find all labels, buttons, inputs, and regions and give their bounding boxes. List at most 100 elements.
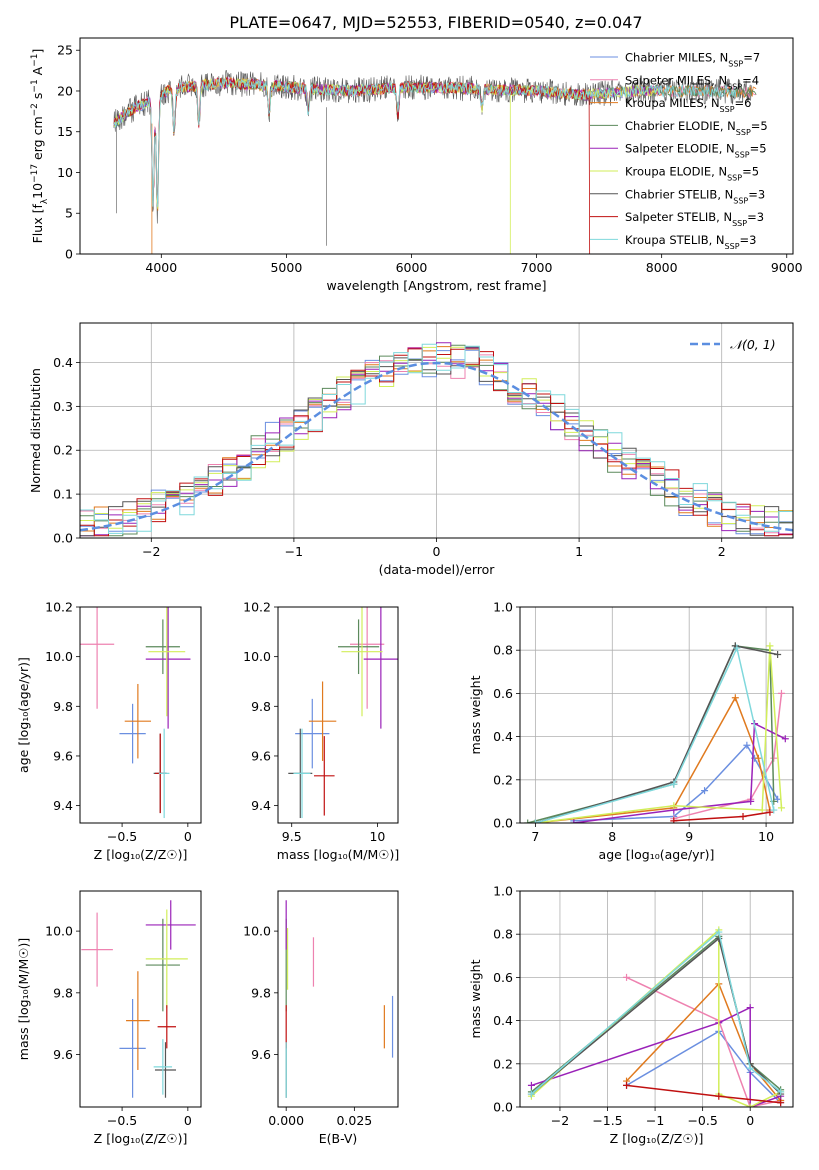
y-tick-label: 10.2 — [45, 600, 73, 615]
legend-sub: SSP — [727, 82, 742, 91]
legend-series-name: Salpeter MILES, N — [625, 73, 727, 87]
x-tick-label: −1.5 — [592, 1113, 622, 1128]
x-tick-label: 10 — [369, 829, 385, 844]
weight_vs_Z-panel: −2 −1.5 −1 −0.5 0 0.0 0.2 0.4 0.6 0.8 1.0 Z [log₁₀(… — [468, 884, 794, 1146]
weight-point-marker — [746, 1064, 754, 1072]
weight-series-line — [625, 982, 782, 1101]
normal-reference-curve — [79, 361, 794, 532]
y-tick-label: 0.1 — [53, 487, 73, 502]
y-tick-label: 9.4 — [251, 798, 271, 813]
weight-series-line — [626, 1084, 781, 1104]
legend-sub: SSP — [732, 219, 747, 228]
y-tick-label: 9.6 — [251, 748, 271, 763]
weight-point-marker — [774, 651, 782, 659]
plot-frame — [79, 890, 202, 1108]
legend-sub: SSP — [725, 241, 740, 250]
plot-frame — [277, 606, 399, 824]
x-tick-label: 8000 — [646, 260, 678, 275]
spectrum-line — [113, 76, 660, 254]
y-tick-label: 10.0 — [243, 649, 271, 664]
weight-series-line — [535, 645, 778, 823]
legend-series-name: Chabrier STELIB, N — [625, 187, 733, 201]
x-axis-label: wavelength [Angstrom, rest frame] — [326, 278, 546, 293]
y-tick-label: 9.8 — [53, 985, 73, 1000]
x-tick-label: 0.025 — [336, 1113, 372, 1128]
y-axis-label-part: ] — [30, 49, 45, 54]
y-tick-label: 0.4 — [493, 729, 513, 744]
plot-frame — [79, 322, 794, 539]
y-tick-label: 0.8 — [493, 927, 513, 942]
y-axis-label-part: erg cm — [30, 116, 45, 164]
weight-series-line — [535, 695, 771, 823]
x-tick-label: 0 — [184, 829, 192, 844]
y-tick-label: 0.0 — [493, 1100, 513, 1115]
mass_vs_Z-panel: −0.5 0 9.6 9.8 10.0 Z [log₁₀(Z/Z☉)] mass [log₁… — [16, 890, 202, 1146]
age_vs_mass-panel: 9.5 10 9.4 9.6 9.8 10.0 10.2 mass [log₁₀(M/M☉)] — [243, 600, 399, 863]
weight-point-marker — [731, 694, 739, 702]
weight-point-marker — [777, 689, 785, 697]
y-tick-label: 10 — [57, 165, 73, 180]
weight-point-marker — [670, 802, 678, 810]
y-axis-label-part: λ — [40, 198, 50, 204]
y-tick-label: 10.0 — [45, 649, 73, 664]
y-tick-label: 25 — [57, 43, 73, 58]
x-tick-label: 7000 — [521, 260, 553, 275]
weight_vs_age-panel: 7 8 9 10 0.0 0.2 0.4 0.6 0.8 1.0 age [log₁₀(age/yr… — [468, 600, 794, 862]
legend-entry: Salpeter ELODIE, NSSP=5 — [625, 142, 767, 160]
legend-entry: Kroupa STELIB, NSSP=3 — [625, 233, 756, 251]
y-tick-label: 9.8 — [251, 699, 271, 714]
x-tick-label: 2 — [718, 544, 726, 559]
spectrum-panel: 4000 5000 6000 7000 8000 9000 0 5 10 15 20 25 wavele… — [30, 37, 803, 293]
y-tick-label: 15 — [57, 124, 73, 139]
weight-point-marker — [766, 808, 774, 816]
weight-point-marker — [746, 1103, 754, 1107]
legend-sub: SSP — [727, 173, 742, 182]
y-tick-label: 10.2 — [243, 600, 271, 615]
weight-point-marker — [527, 1081, 535, 1089]
y-tick-label: 0.6 — [493, 970, 513, 985]
legend-count: =6 — [735, 96, 752, 110]
weight-point-marker — [774, 795, 782, 803]
legend-count: =3 — [740, 233, 757, 247]
x-tick-label: 9 — [685, 829, 693, 844]
age_vs_Z-panel: −0.5 0 9.4 9.6 9.8 10.0 10.2 Z [log₁₀(Z/Z☉)] age… — [16, 600, 202, 862]
y-tick-label: 9.8 — [53, 699, 73, 714]
y-axis-label-part: −17 — [30, 164, 40, 183]
plot-frame — [79, 606, 202, 824]
y-tick-label: 10.0 — [45, 924, 73, 939]
y-axis-label-part: s — [30, 93, 45, 104]
x-tick-label: 8 — [608, 829, 616, 844]
weight-point-marker — [770, 754, 778, 762]
x-tick-label: 9000 — [771, 260, 803, 275]
x-axis-label: age [log₁₀(age/yr)] — [599, 847, 715, 862]
x-tick-label: 0 — [184, 1113, 192, 1128]
y-tick-label: 5 — [65, 206, 73, 221]
y-axis-label-part: Flux [f — [30, 204, 45, 244]
y-tick-label: 0.3 — [53, 399, 73, 414]
weight-point-marker — [701, 787, 709, 795]
x-tick-label: 9.5 — [282, 829, 302, 844]
weight-point-marker — [777, 804, 785, 812]
weight-series-line — [530, 937, 782, 1095]
y-axis-label-part: −1 — [30, 79, 40, 92]
weight-series-line — [535, 645, 775, 823]
legend-series-name: Salpeter ELODIE, N — [625, 142, 735, 156]
weight-point-marker — [747, 797, 755, 805]
legend-count: =5 — [751, 119, 768, 133]
x-tick-label: −1 — [646, 1113, 664, 1128]
x-tick-label: −2 — [142, 544, 160, 559]
y-axis-label: age [log₁₀(age/yr)] — [16, 657, 31, 773]
y-tick-label: 0.0 — [493, 816, 513, 831]
weight-series-line — [573, 743, 779, 822]
figure-title: PLATE=0647, MJD=52553, FIBERID=0540, z=0… — [229, 13, 642, 32]
x-axis-label: Z [log₁₀(Z/Z☉)] — [94, 1131, 188, 1146]
y-axis-label: Flux [fλ10−17 erg cm−2 s−1 A−1] — [30, 49, 50, 244]
legend-entry: Chabrier MILES, NSSP=7 — [625, 51, 760, 69]
weight-point-marker — [758, 806, 766, 814]
legend-sub: SSP — [735, 150, 750, 159]
x-tick-label: 10 — [758, 829, 774, 844]
weight-point-marker — [746, 1004, 754, 1012]
weight-series-line — [626, 976, 781, 1107]
